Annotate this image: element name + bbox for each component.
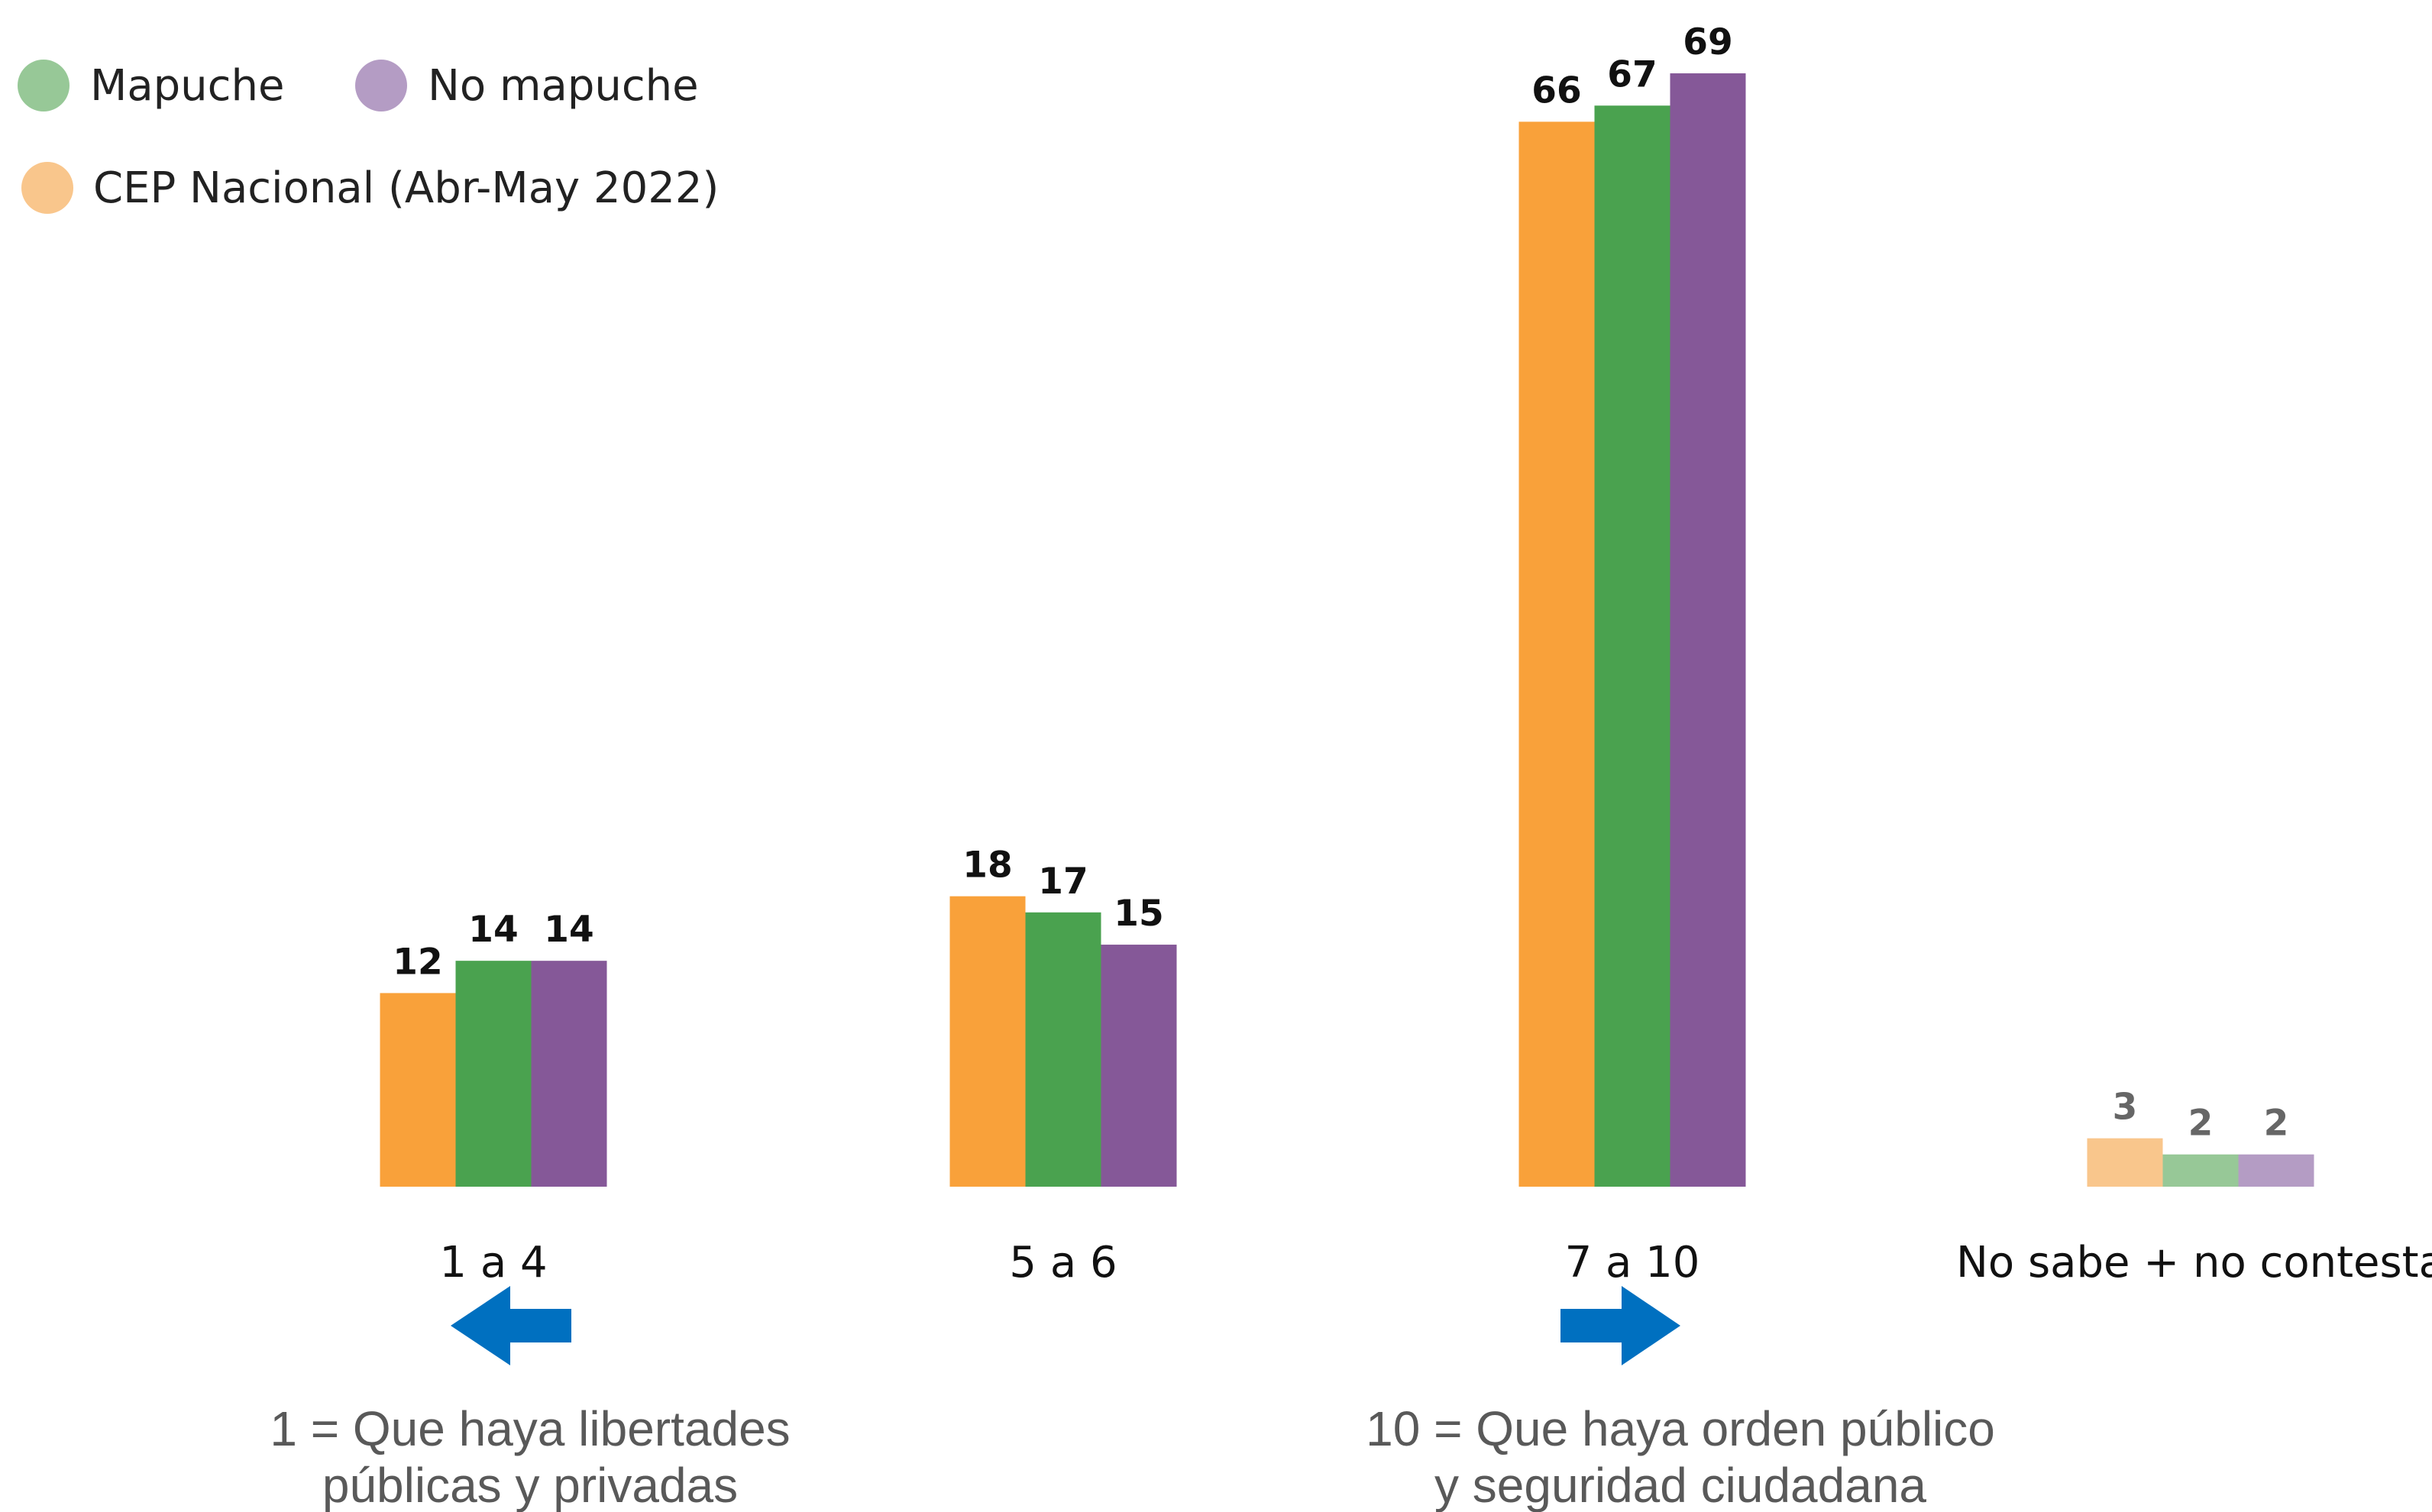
data-label: 18 bbox=[962, 845, 1012, 887]
bar-2-cat-4 bbox=[2162, 1154, 2239, 1187]
bars-group bbox=[380, 73, 2314, 1187]
data-label: 15 bbox=[1114, 893, 1163, 935]
x-tick-label: 5 a 6 bbox=[1009, 1238, 1117, 1287]
data-label: 66 bbox=[1531, 69, 1581, 111]
legend-swatch bbox=[21, 162, 73, 214]
bar-3-cat-3 bbox=[1670, 73, 1746, 1187]
data-label: 2 bbox=[2188, 1103, 2214, 1145]
annotation-right-line-1: 10 = Que haya orden público bbox=[1366, 1401, 1995, 1456]
legend-swatch bbox=[18, 60, 70, 111]
x-tick-label: 7 a 10 bbox=[1565, 1238, 1700, 1287]
data-label: 14 bbox=[468, 909, 518, 951]
value-labels-group: 12 14 14 18 17 15 66 67 69 3 2 2 bbox=[393, 21, 2288, 1145]
bar-3-cat-4 bbox=[2238, 1154, 2314, 1187]
x-tick-label: No sabe + no contesta bbox=[1956, 1238, 2432, 1287]
x-tick-label: 1 a 4 bbox=[439, 1238, 547, 1287]
data-label: 14 bbox=[544, 909, 593, 951]
category-labels-group: 1 a 4 5 a 6 7 a 10 No sabe + no contesta bbox=[439, 1238, 2432, 1287]
data-label: 67 bbox=[1607, 53, 1657, 95]
annotation-right-line-2: y seguridad ciudadana bbox=[1434, 1458, 1926, 1512]
data-label: 2 bbox=[2264, 1103, 2289, 1145]
bar-1-cat-3 bbox=[1518, 121, 1595, 1187]
legend-label: CEP Nacional (Abr-May 2022) bbox=[93, 163, 719, 213]
bar-1-cat-2 bbox=[949, 896, 1026, 1187]
arrow-left-icon bbox=[451, 1286, 571, 1365]
data-label: 69 bbox=[1683, 21, 1732, 63]
bar-1-cat-1 bbox=[380, 993, 456, 1187]
annotation-left-line-2: públicas y privadas bbox=[322, 1458, 738, 1512]
chart-legend: Mapuche No mapuche CEP Nacional (Abr-May 2… bbox=[18, 60, 719, 214]
bar-3-cat-2 bbox=[1101, 945, 1177, 1187]
bar-1-cat-4 bbox=[2087, 1138, 2163, 1187]
annotation-left-line-1: 1 = Que haya libertades bbox=[270, 1401, 790, 1456]
legend-label: Mapuche bbox=[90, 61, 284, 111]
bar-2-cat-1 bbox=[455, 961, 532, 1187]
bar-3-cat-1 bbox=[531, 961, 607, 1187]
arrow-right-icon bbox=[1560, 1286, 1680, 1365]
data-label: 3 bbox=[2113, 1087, 2138, 1129]
data-label: 12 bbox=[393, 941, 442, 983]
bar-2-cat-3 bbox=[1594, 105, 1670, 1187]
legend-swatch bbox=[355, 60, 407, 111]
legend-label: No mapuche bbox=[428, 61, 699, 111]
bar-2-cat-2 bbox=[1025, 912, 1101, 1187]
data-label: 17 bbox=[1038, 861, 1088, 903]
